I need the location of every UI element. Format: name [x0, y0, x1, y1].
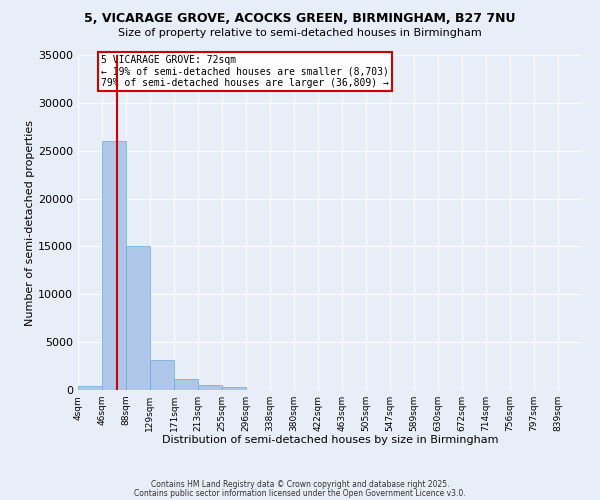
Bar: [126, 246, 150, 390]
Bar: [174, 380, 198, 390]
Text: 5 VICARAGE GROVE: 72sqm
← 19% of semi-detached houses are smaller (8,703)
79% of: 5 VICARAGE GROVE: 72sqm ← 19% of semi-de…: [101, 55, 389, 88]
Bar: [78, 386, 102, 390]
Bar: [222, 387, 246, 390]
Bar: [102, 141, 126, 390]
X-axis label: Distribution of semi-detached houses by size in Birmingham: Distribution of semi-detached houses by …: [162, 436, 498, 446]
Text: Size of property relative to semi-detached houses in Birmingham: Size of property relative to semi-detach…: [118, 28, 482, 38]
Text: Contains HM Land Registry data © Crown copyright and database right 2025.: Contains HM Land Registry data © Crown c…: [151, 480, 449, 489]
Text: Contains public sector information licensed under the Open Government Licence v3: Contains public sector information licen…: [134, 488, 466, 498]
Text: 5, VICARAGE GROVE, ACOCKS GREEN, BIRMINGHAM, B27 7NU: 5, VICARAGE GROVE, ACOCKS GREEN, BIRMING…: [84, 12, 516, 26]
Bar: [150, 360, 174, 390]
Y-axis label: Number of semi-detached properties: Number of semi-detached properties: [25, 120, 35, 326]
Bar: [198, 385, 222, 390]
